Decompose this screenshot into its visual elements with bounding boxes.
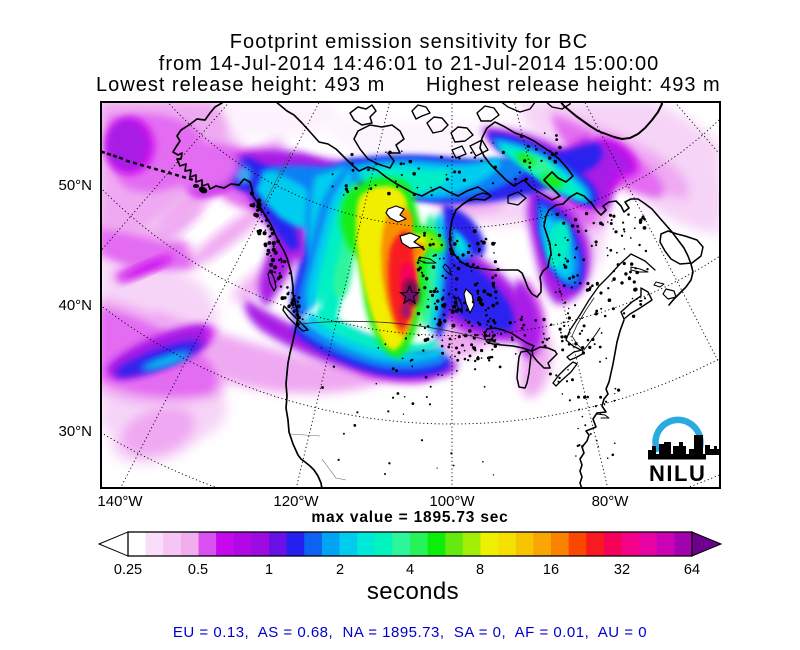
svg-text:NILU: NILU [649, 461, 706, 486]
